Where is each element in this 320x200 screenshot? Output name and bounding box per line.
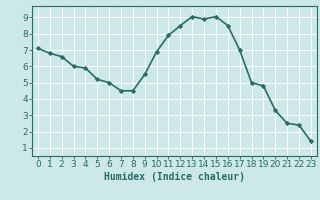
X-axis label: Humidex (Indice chaleur): Humidex (Indice chaleur) xyxy=(104,172,245,182)
